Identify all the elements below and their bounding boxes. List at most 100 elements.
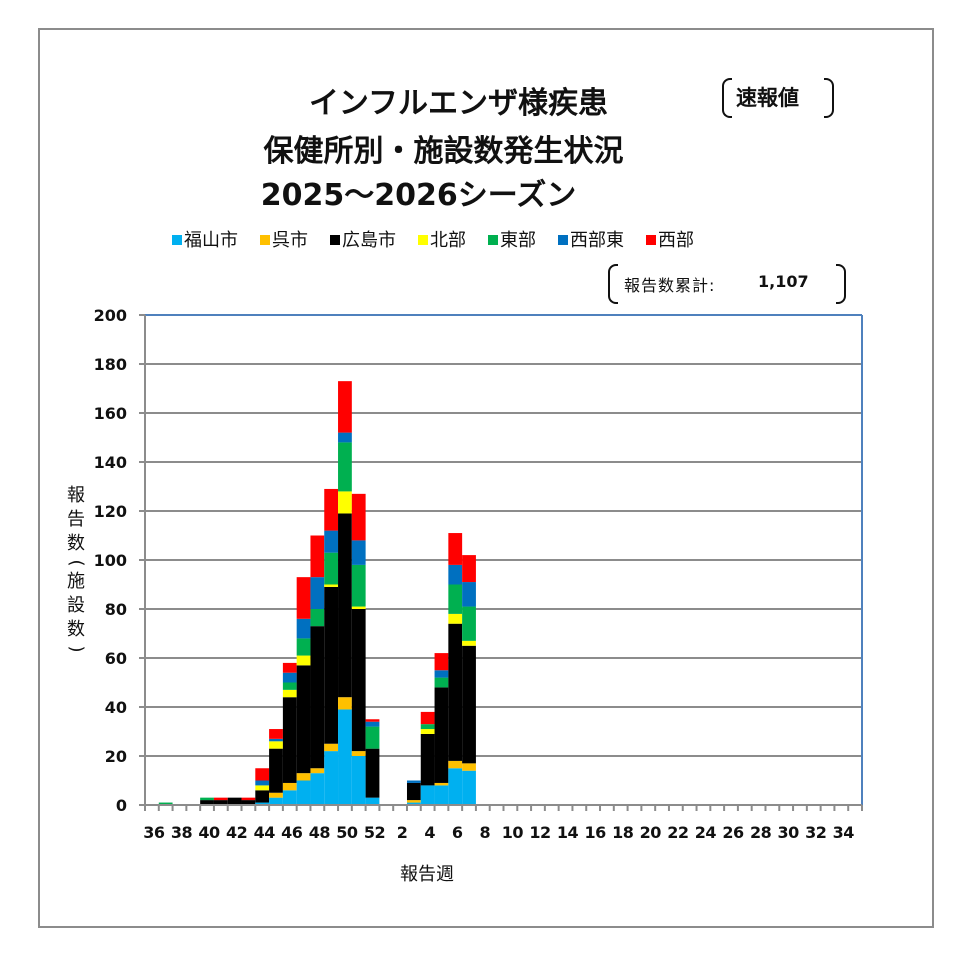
bar-segment: [324, 586, 339, 744]
bar-segment: [296, 780, 311, 805]
bar-segment: [448, 768, 463, 805]
y-tick-label: 120: [94, 502, 127, 521]
x-tick-label: 44: [254, 823, 276, 842]
bar-segment: [351, 751, 366, 756]
bar-segment: [448, 564, 463, 585]
bar-segment: [338, 491, 352, 514]
legend-item: 西部: [646, 226, 694, 252]
bar-segment: [324, 530, 339, 553]
bar-segment: [406, 780, 421, 783]
x-tick-label: 28: [750, 823, 772, 842]
bar-segment: [351, 606, 366, 609]
bar-segment: [462, 606, 476, 641]
legend-swatch-icon: [172, 235, 182, 245]
bar-segment: [282, 689, 297, 698]
legend-label: 西部東: [570, 230, 624, 251]
bar-segment: [420, 711, 435, 725]
x-tick-label: 38: [171, 823, 193, 842]
bar-segment: [310, 609, 325, 627]
bar-segment: [434, 670, 449, 678]
x-axis-title: 報告週: [400, 864, 454, 885]
legend-swatch-icon: [488, 235, 498, 245]
x-tick-label: 22: [667, 823, 688, 842]
legend-swatch-icon: [558, 235, 568, 245]
x-tick-label: 14: [557, 823, 579, 842]
cumulative-box: 報告数累計: 1,107: [608, 264, 846, 304]
bar-segment: [365, 797, 380, 805]
legend-item: 東部: [488, 226, 536, 252]
bar-segment: [269, 797, 283, 805]
bar-segment: [420, 729, 435, 734]
x-tick-label: 12: [529, 823, 550, 842]
bar-segment: [282, 662, 297, 673]
y-axis-title: 報告数(施設数): [66, 485, 87, 653]
bar-segment: [462, 555, 476, 583]
bar-segment: [448, 613, 463, 624]
bar-segment: [200, 800, 214, 805]
y-tick-label: 160: [94, 404, 127, 423]
bar-segment: [296, 638, 311, 656]
bar-segment: [338, 709, 352, 805]
left-bracket-icon: [608, 264, 618, 304]
bar-segment: [448, 760, 463, 769]
bar-segment: [158, 802, 173, 805]
legend-label: 広島市: [342, 230, 396, 251]
y-tick-label: 140: [94, 453, 127, 472]
legend-swatch-icon: [330, 235, 340, 245]
x-tick-label: 50: [336, 823, 358, 842]
y-tick-label: 180: [94, 355, 127, 374]
bar-segment: [338, 697, 352, 710]
x-tick-label: 20: [640, 823, 662, 842]
bar-segment: [282, 672, 297, 683]
chart-title-line2: 保健所別・施設数発生状況: [263, 134, 624, 169]
x-tick-label: 24: [695, 823, 717, 842]
y-tick-label: 200: [94, 306, 127, 325]
x-tick-label: 40: [198, 823, 220, 842]
bar-segment: [269, 748, 283, 793]
bar-segment: [255, 785, 270, 791]
bar-segment: [351, 540, 366, 565]
x-tick-label: 52: [364, 823, 385, 842]
bar-segment: [338, 513, 352, 698]
bar-segment: [282, 782, 297, 791]
x-tick-label: 34: [833, 823, 855, 842]
bar-segment: [434, 677, 449, 688]
bar-segment: [324, 743, 339, 752]
bar-segment: [406, 800, 421, 803]
bar-segment: [462, 645, 476, 764]
bar-segment: [241, 800, 256, 805]
bar-segment: [351, 609, 366, 752]
bar-segment: [338, 442, 352, 492]
bar-segment: [227, 797, 242, 805]
x-tick-label: 32: [805, 823, 826, 842]
x-tick-label: 46: [281, 823, 303, 842]
bar-segment: [448, 584, 463, 614]
bar-segment: [351, 756, 366, 805]
x-tick-label: 6: [452, 823, 463, 842]
bar-segment: [310, 626, 325, 769]
legend-label: 福山市: [184, 230, 238, 251]
legend-label: 西部: [658, 230, 694, 251]
bar-segment: [282, 682, 297, 690]
preliminary-label: 速報値: [736, 86, 799, 110]
x-tick-label: 2: [397, 823, 408, 842]
legend-label: 北部: [430, 230, 466, 251]
y-tick-label: 100: [94, 551, 127, 570]
legend-swatch-icon: [260, 235, 270, 245]
bar-segment: [310, 577, 325, 609]
bar-segment: [406, 802, 421, 805]
bar-segment: [255, 780, 270, 786]
right-bracket-icon: [824, 78, 834, 118]
y-tick-label: 80: [105, 600, 127, 619]
bar-segment: [255, 790, 270, 803]
x-tick-label: 18: [612, 823, 634, 842]
bar-segment: [269, 738, 283, 742]
chart-title-line3: 2025～2026シーズン: [260, 178, 577, 213]
x-tick-label: 30: [778, 823, 800, 842]
y-tick-label: 60: [105, 649, 127, 668]
right-bracket-icon: [836, 264, 846, 304]
bar-segment: [462, 582, 476, 607]
y-tick-label: 0: [116, 796, 127, 815]
legend-item: 西部東: [558, 226, 624, 252]
